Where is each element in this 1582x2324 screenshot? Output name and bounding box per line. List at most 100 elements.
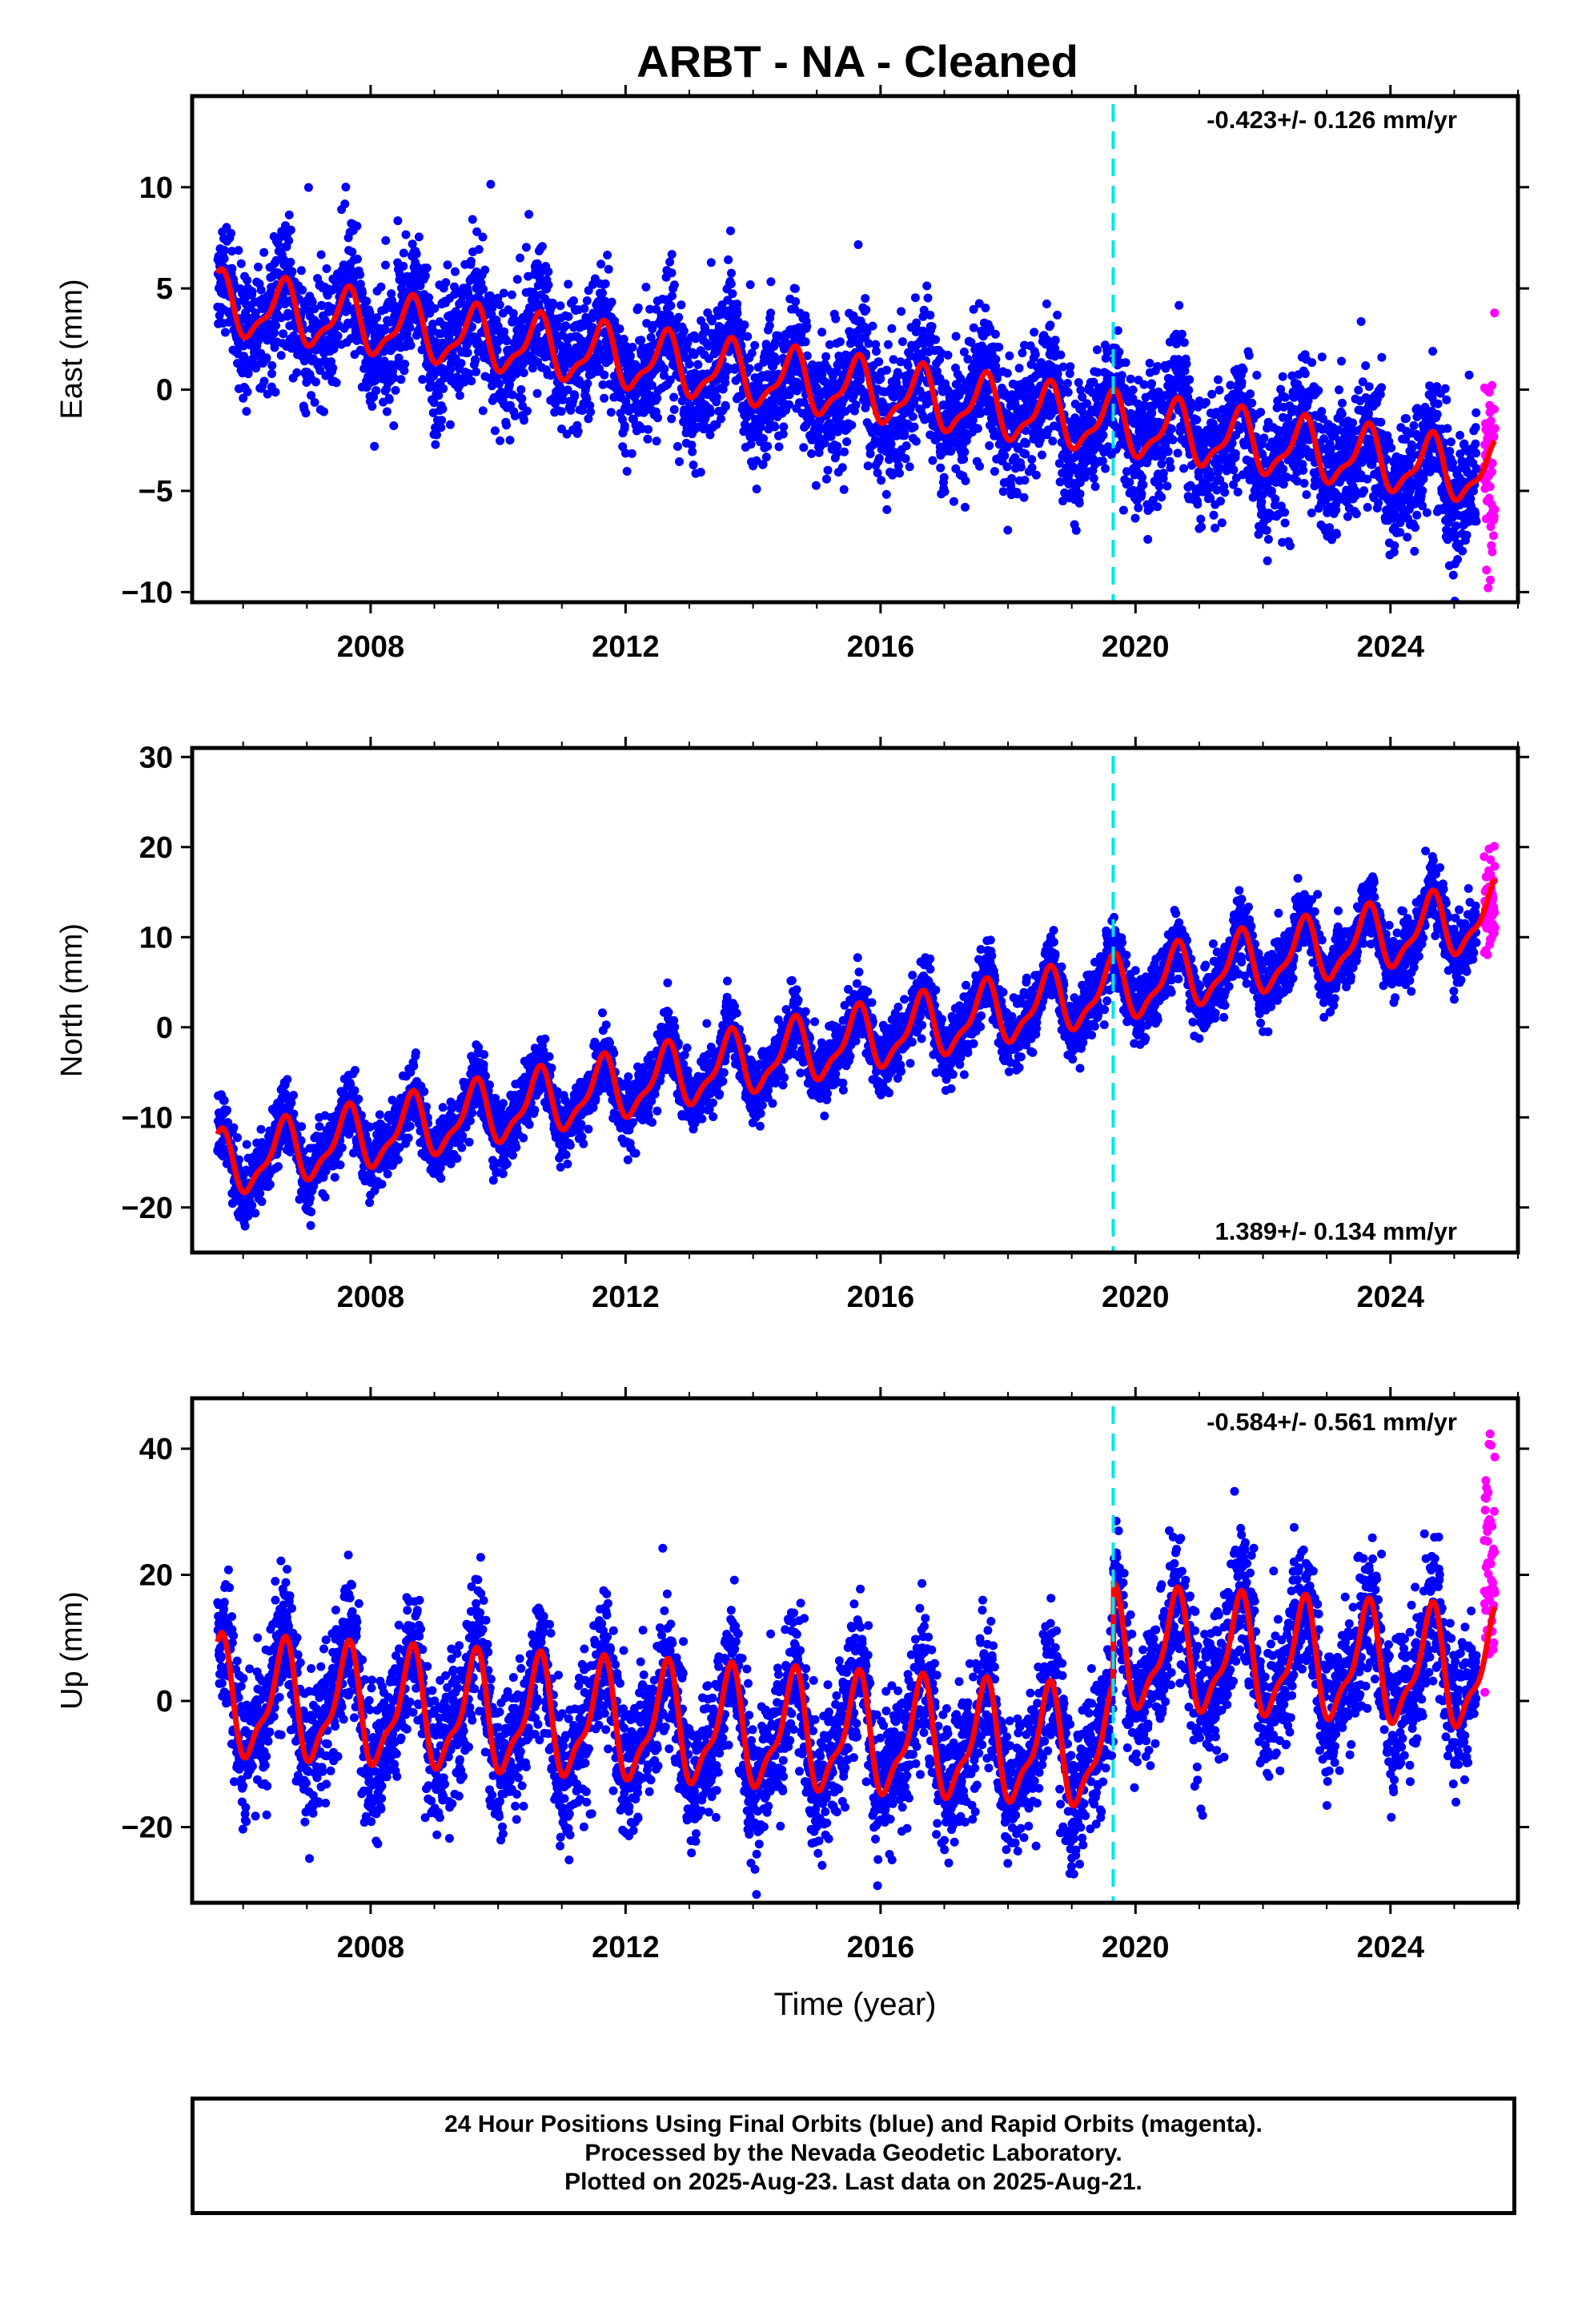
final-orbit-point [1412,510,1422,520]
final-orbit-point [1145,359,1154,368]
final-orbit-point [887,324,897,333]
final-orbit-point [1030,350,1040,360]
final-orbit-point [259,376,269,386]
final-orbit-point [939,472,949,482]
final-orbit-point [596,259,606,269]
final-orbit-point [394,353,404,363]
final-orbit-point [1166,424,1176,433]
final-orbit-point [1002,368,1012,378]
final-orbit-point [347,247,357,257]
final-orbit-point [622,467,632,476]
final-orbit-point [1016,462,1026,472]
final-orbit-point [1209,510,1219,520]
final-orbit-point [910,293,920,303]
final-orbit-point [923,293,933,303]
final-orbit-point [263,389,272,399]
final-orbit-point [1259,433,1269,443]
final-orbit-point [1103,442,1113,452]
final-orbit-point [1278,372,1287,381]
final-orbit-point [1327,444,1336,453]
final-orbit-point [389,373,399,383]
final-orbit-point [991,355,1001,364]
final-orbit-point [387,289,396,299]
final-orbit-point [763,441,773,451]
final-orbit-point [420,271,430,280]
final-orbit-point [259,247,269,257]
final-orbit-point [1143,535,1153,544]
final-orbit-point [603,251,612,259]
final-orbit-point [1027,455,1037,464]
final-orbit-point [652,393,662,403]
final-orbit-point [674,312,684,322]
final-orbit-point [1233,487,1243,497]
final-orbit-point [717,414,725,424]
final-orbit-point [817,328,827,337]
final-orbit-point [322,264,331,273]
final-orbit-point [520,416,528,425]
final-orbit-point [1179,338,1189,348]
final-orbit-point [227,263,237,273]
final-orbit-point [821,352,831,361]
final-orbit-point [1075,489,1085,499]
final-orbit-point [286,225,295,235]
final-orbit-point [355,270,365,279]
final-orbit-point [1356,317,1366,326]
final-orbit-point [239,352,248,361]
final-orbit-point [628,343,637,352]
final-orbit-point [615,324,624,334]
chart-title: ARBT - NA - Cleaned [636,36,1078,86]
final-orbit-point [570,392,580,401]
final-orbit-point [1418,486,1427,496]
final-orbit-point [556,301,565,311]
final-orbit-point [391,386,400,395]
final-orbit-point [396,375,406,384]
final-orbit-point [254,336,263,345]
final-orbit-point [463,348,472,357]
final-orbit-point [1003,525,1013,535]
final-orbit-point [600,279,610,288]
final-orbit-point [431,440,440,449]
final-orbit-point [1125,477,1134,487]
final-orbit-point [728,289,737,299]
final-orbit-point [512,275,522,284]
final-orbit-point [438,404,448,414]
final-orbit-point [909,422,919,432]
final-orbit-point [480,265,490,275]
final-orbit-point [593,356,603,366]
final-orbit-point [1409,421,1419,430]
final-orbit-point [1053,369,1062,379]
final-orbit-point [1182,359,1191,368]
final-orbit-point [835,337,845,347]
final-orbit-point [583,379,592,388]
final-orbit-point [652,436,661,446]
final-orbit-point [745,280,755,289]
final-orbit-point [500,327,509,336]
final-orbit-point [1126,374,1135,384]
final-orbit-point [1014,364,1024,373]
final-orbit-point [1364,382,1374,392]
final-orbit-point [1410,546,1419,556]
final-orbit-point [928,456,938,465]
final-orbit-point [1193,500,1203,509]
final-orbit-point [524,210,534,219]
final-orbit-point [837,463,847,472]
final-orbit-point [653,413,662,423]
final-orbit-point [472,227,482,236]
final-orbit-point [685,360,694,369]
final-orbit-point [1046,320,1055,330]
final-orbit-point [236,259,246,268]
final-orbit-point [429,398,439,408]
final-orbit-point [1174,300,1184,310]
final-orbit-point [311,377,320,387]
final-orbit-point [990,329,1000,339]
final-orbit-point [1231,449,1240,458]
final-orbit-point [752,485,761,494]
final-orbit-point [1197,522,1207,532]
final-orbit-point [774,442,784,452]
final-orbit-point [353,255,362,263]
final-orbit-point [486,179,496,189]
final-orbit-point [414,232,424,242]
final-orbit-point [270,328,279,338]
final-orbit-point [1211,523,1220,533]
